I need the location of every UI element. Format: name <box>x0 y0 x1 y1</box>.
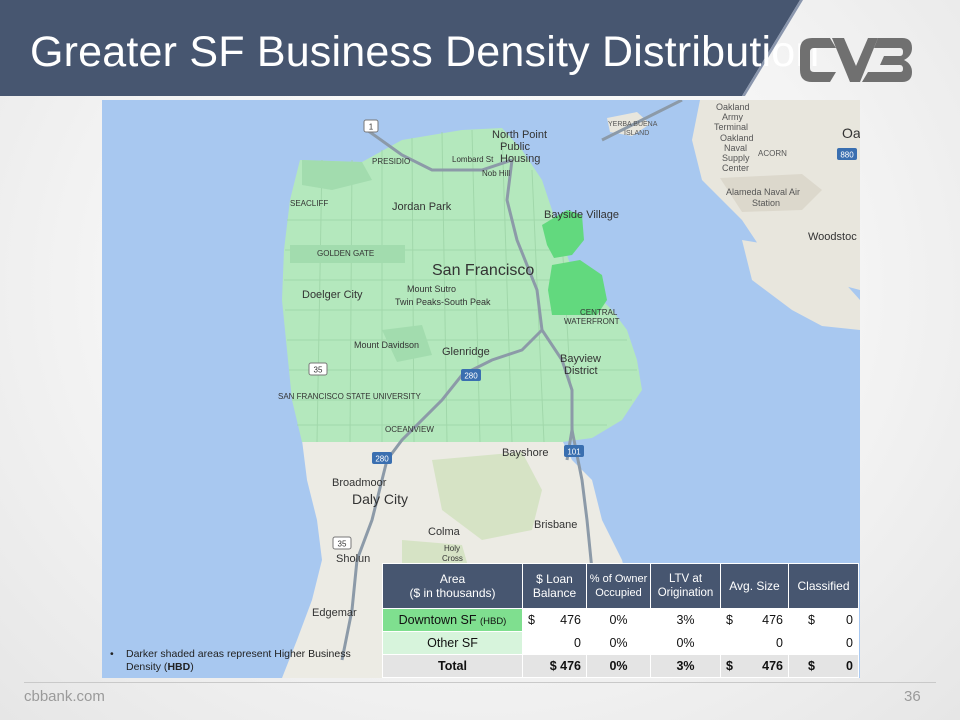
cell-avg: $476 <box>720 654 789 678</box>
table-row: Downtown SF (HBD) $476 0% 3% $476 $0 <box>382 608 859 632</box>
note-bullet: • <box>110 648 114 660</box>
hwy-35b-label: 35 <box>338 540 347 549</box>
cell-ltv: 3% <box>650 608 721 632</box>
hwy-280-label: 280 <box>464 372 478 381</box>
map-label-oakland: Oakland <box>716 102 750 112</box>
table-row: Other SF 0 0% 0% 0 0 <box>382 631 859 655</box>
cell-classified: $0 <box>788 654 859 678</box>
hwy-280b-label: 280 <box>375 455 389 464</box>
map-label-housing: Housing <box>500 153 540 165</box>
cell-ltv: 3% <box>650 654 721 678</box>
table-row: Total $ 476 0% 3% $476 $0 <box>382 654 859 678</box>
map-label-oakland-city: Oa <box>842 125 860 141</box>
map-label-bayshore: Bayshore <box>502 447 548 459</box>
map-label-terminal: Terminal <box>714 122 748 132</box>
map-label-north-point: North Point <box>492 129 547 141</box>
header-area: Area ($ in thousands) <box>382 563 523 609</box>
cell-loan: $ 476 <box>522 654 587 678</box>
footer-url: cbbank.com <box>24 688 105 705</box>
cell-owner: 0% <box>586 608 651 632</box>
legend-note: • Darker shaded areas represent Higher B… <box>110 648 382 674</box>
map-label-brisbane: Brisbane <box>534 519 577 531</box>
map-label-alameda: Alameda Naval Air <box>726 187 800 197</box>
cell-area: Other SF <box>382 631 523 655</box>
cell-classified: 0 <box>788 631 859 655</box>
map-label-army: Army <box>722 112 743 122</box>
map-label-san-francisco: San Francisco <box>432 262 534 279</box>
map-label-doelger: Doelger City <box>302 289 363 301</box>
map-label-acorn: ACORN <box>758 149 787 158</box>
page-number: 36 <box>904 688 921 705</box>
map-label-yerba: YERBA BUENA <box>608 121 658 128</box>
map-label-seacliff: SEACLIFF <box>290 199 328 208</box>
map-label-bayside: Bayside Village <box>544 209 619 221</box>
footer-divider <box>24 682 936 683</box>
map-label-central: CENTRAL <box>580 308 618 317</box>
map-label-oakland-naval: Oakland <box>720 133 754 143</box>
cell-classified: $0 <box>788 608 859 632</box>
cell-avg: 0 <box>720 631 789 655</box>
cell-owner: 0% <box>586 631 651 655</box>
header-ltv: LTV at Origination <box>650 563 721 609</box>
map-label-naval: Naval <box>724 143 747 153</box>
map-label-sfsu: SAN FRANCISCO STATE UNIVERSITY <box>278 392 421 401</box>
cell-area: Total <box>382 654 523 678</box>
map-label-waterfront: WATERFRONT <box>564 317 620 326</box>
cell-ltv: 0% <box>650 631 721 655</box>
slide-title: Greater SF Business Density Distribution <box>30 28 820 76</box>
title-banner-shape <box>0 0 803 96</box>
map-label-presidio: PRESIDIO <box>372 157 410 166</box>
map-label-jordan-park: Jordan Park <box>392 201 452 213</box>
map-label-mount-davidson: Mount Davidson <box>354 340 419 350</box>
note-text-bold: HBD <box>167 661 191 673</box>
map-label-bayview: Bayview <box>560 353 601 365</box>
map-label-daly-city: Daly City <box>352 491 408 507</box>
map-label-nob-hill: Nob Hill <box>482 169 510 178</box>
cell-owner: 0% <box>586 654 651 678</box>
cell-loan: $476 <box>522 608 587 632</box>
map-label-colma: Colma <box>428 526 461 538</box>
note-text-after: ) <box>190 661 194 673</box>
header-avg-size: Avg. Size <box>720 563 789 609</box>
note-text: Darker shaded areas represent Higher Bus… <box>126 648 382 674</box>
title-band <box>0 0 960 98</box>
map-label-district: District <box>564 365 598 377</box>
header-classified: Classified <box>788 563 859 609</box>
hwy-880-label: 880 <box>840 151 854 160</box>
map-label-edgemar: Edgemar <box>312 607 357 619</box>
cell-avg: $476 <box>720 608 789 632</box>
map-label-supply: Supply <box>722 153 750 163</box>
loan-summary-table: Area ($ in thousands) $ Loan Balance % of … <box>382 563 859 678</box>
header-owner-occupied: % of Owner Occupied <box>586 563 651 609</box>
map-label-island: ISLAND <box>624 130 649 137</box>
map-label-cross: Cross <box>442 554 463 563</box>
map-label-holy: Holy <box>444 544 460 553</box>
cell-area: Downtown SF (HBD) <box>382 608 523 632</box>
map-label-glenridge: Glenridge <box>442 346 490 358</box>
hwy-1-label: 1 <box>369 123 374 132</box>
cell-loan: 0 <box>522 631 587 655</box>
map-label-oceanview: OCEANVIEW <box>385 425 434 434</box>
map-label-broadmoor: Broadmoor <box>332 477 387 489</box>
map-label-station: Station <box>752 198 780 208</box>
map-label-golden-gate: GOLDEN GATE <box>317 249 374 258</box>
map-label-woodstock: Woodstoc <box>808 231 857 243</box>
cvb-logo-icon <box>800 38 912 82</box>
map-label-center: Center <box>722 163 749 173</box>
map-label-public: Public <box>500 141 530 153</box>
hwy-101-label: 101 <box>567 448 581 457</box>
map-label-twin-peaks: Twin Peaks-South Peak <box>395 297 491 307</box>
header-loan-balance: $ Loan Balance <box>522 563 587 609</box>
map-label-sholun: Sholun <box>336 553 370 565</box>
table-header-row: Area ($ in thousands) $ Loan Balance % of … <box>382 563 859 609</box>
map-label-mount-sutro: Mount Sutro <box>407 284 456 294</box>
note-text-before: Darker shaded areas represent Higher Bus… <box>126 648 351 673</box>
map-label-lombard: Lombard St <box>452 155 494 164</box>
hwy-35-label: 35 <box>314 366 323 375</box>
